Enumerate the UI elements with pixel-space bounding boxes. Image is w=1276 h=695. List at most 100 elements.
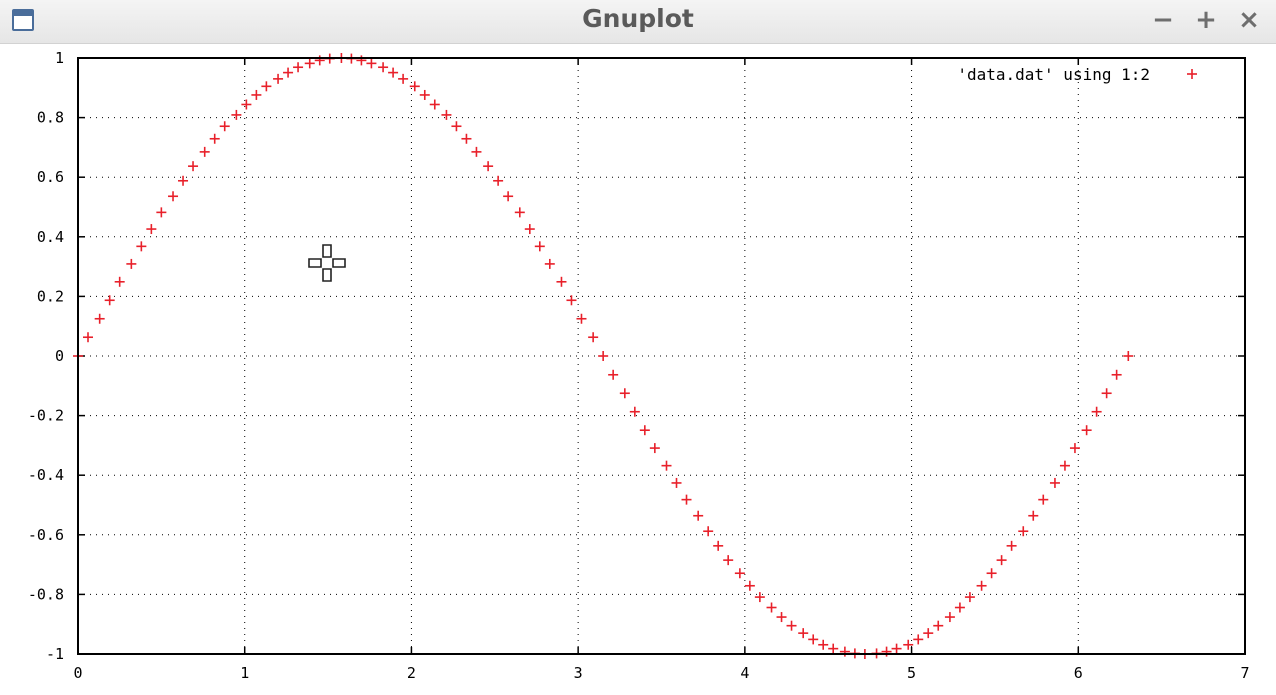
data-point — [441, 109, 452, 120]
x-tick-label: 0 — [73, 664, 82, 682]
data-point — [776, 612, 787, 623]
data-point — [114, 276, 125, 287]
data-point — [1069, 443, 1080, 454]
data-point — [619, 388, 630, 399]
data-point — [786, 620, 797, 631]
data-point — [429, 99, 440, 110]
data-point — [996, 555, 1007, 566]
data-point — [231, 109, 242, 120]
window-title: Gnuplot — [582, 4, 694, 33]
data-point — [146, 224, 157, 235]
data-point — [556, 276, 567, 287]
grid — [78, 58, 1245, 654]
data-point — [976, 580, 987, 591]
data-point — [808, 634, 819, 645]
data-point — [451, 121, 462, 132]
data-point — [356, 55, 367, 66]
data-point — [514, 207, 525, 218]
data-point — [1018, 526, 1029, 537]
data-point — [461, 133, 472, 144]
x-tick-label: 1 — [240, 664, 249, 682]
data-point — [219, 121, 230, 132]
y-tick-label: -0.6 — [28, 526, 64, 544]
data-point — [1123, 351, 1134, 361]
data-point — [954, 602, 965, 613]
data-point — [241, 99, 252, 110]
data-point — [891, 643, 902, 654]
data-point — [661, 460, 672, 471]
close-button[interactable]: × — [1234, 3, 1264, 37]
data-point — [188, 161, 199, 172]
data-point — [1101, 388, 1112, 399]
data-point — [744, 580, 755, 591]
data-point — [261, 81, 272, 92]
x-tick-label: 4 — [740, 664, 749, 682]
data-point — [156, 207, 167, 218]
data-point — [304, 58, 315, 69]
data-point — [576, 313, 587, 324]
x-tick-label: 6 — [1074, 664, 1083, 682]
data-point — [1006, 540, 1017, 551]
plot-area[interactable]: 0 1 2 3 4 5 6 7 1 0.8 0.6 0.4 0.2 0 -0.2 -0.4 -0.6 -0.8 -… — [0, 44, 1276, 695]
axis-ticks — [77, 57, 1246, 655]
data-point — [293, 62, 304, 73]
data-point — [839, 646, 850, 657]
title-bar[interactable]: Gnuplot − + × — [0, 0, 1276, 44]
data-point — [734, 568, 745, 579]
window-app-icon[interactable] — [12, 9, 34, 31]
data-point — [94, 313, 105, 324]
data-point — [136, 241, 147, 252]
data-point — [544, 258, 555, 269]
x-tick-label: 2 — [407, 664, 416, 682]
y-tick-label: 0 — [55, 347, 64, 365]
data-point — [913, 634, 924, 645]
data-point — [378, 62, 389, 73]
data-point — [83, 332, 94, 343]
x-tick-label: 3 — [574, 664, 583, 682]
y-tick-labels: 1 0.8 0.6 0.4 0.2 0 -0.2 -0.4 -0.6 -0.8 -1 — [28, 49, 64, 663]
data-point — [754, 592, 765, 603]
data-point — [314, 55, 325, 66]
data-point — [471, 146, 482, 157]
data-point — [493, 175, 504, 186]
data-point — [671, 477, 682, 488]
data-point — [503, 191, 514, 202]
x-tick-label: 7 — [1240, 664, 1249, 682]
data-point — [178, 175, 189, 186]
plot-frame — [77, 57, 1246, 655]
chart[interactable]: 0 1 2 3 4 5 6 7 1 0.8 0.6 0.4 0.2 0 -0.2 -0.4 -0.6 -0.8 -… — [0, 44, 1276, 691]
data-point — [1038, 494, 1049, 505]
data-point — [766, 602, 777, 613]
data-point — [1091, 406, 1102, 417]
y-tick-label: -1 — [46, 645, 64, 663]
data-point — [273, 73, 284, 84]
data-point — [713, 540, 724, 551]
y-tick-label: 0.2 — [37, 287, 64, 305]
data-point — [398, 73, 409, 84]
legend-marker — [1187, 69, 1197, 79]
data-point — [828, 643, 839, 654]
data-point — [1028, 510, 1039, 521]
data-point — [639, 425, 650, 436]
legend-label: 'data.dat' using 1:2 — [957, 65, 1150, 84]
data-point — [1059, 460, 1070, 471]
data-point — [388, 67, 399, 78]
maximize-button[interactable]: + — [1191, 3, 1221, 37]
y-tick-label: 0.6 — [37, 168, 64, 186]
data-point — [881, 646, 892, 657]
data-point — [693, 510, 704, 521]
data-point — [251, 89, 262, 100]
data-point — [703, 526, 714, 537]
y-tick-label: 0.4 — [37, 228, 64, 246]
y-tick-label: -0.2 — [28, 407, 64, 425]
data-point — [283, 67, 294, 78]
data-point — [723, 555, 734, 566]
y-tick-label: -0.4 — [28, 466, 64, 484]
x-tick-label: 5 — [907, 664, 916, 682]
data-point — [986, 568, 997, 579]
data-point — [199, 146, 210, 157]
x-tick-labels: 0 1 2 3 4 5 6 7 — [73, 664, 1249, 682]
minimize-button[interactable]: − — [1148, 3, 1178, 37]
data-point — [649, 443, 660, 454]
data-point — [566, 295, 577, 306]
